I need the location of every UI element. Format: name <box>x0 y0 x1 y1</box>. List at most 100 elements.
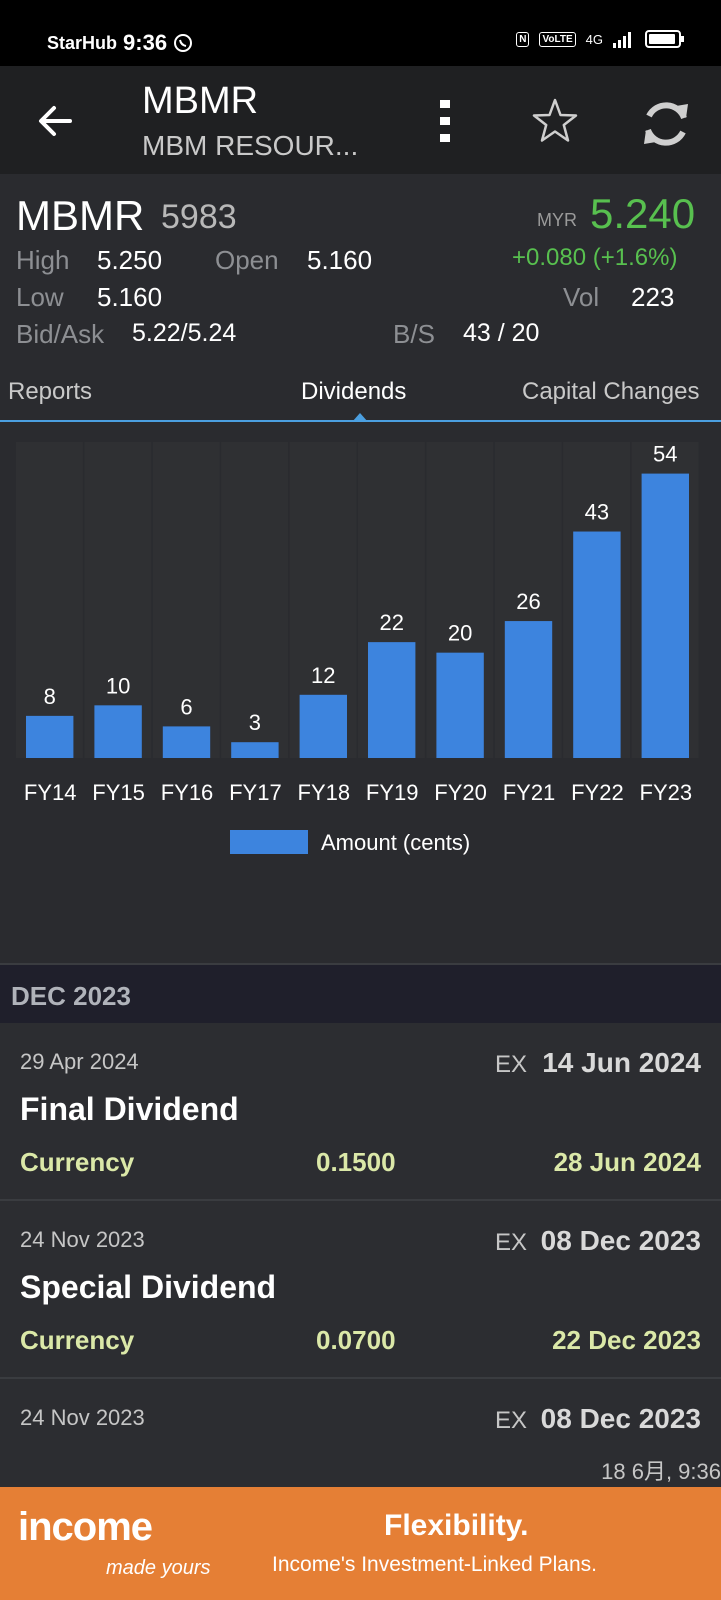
announce-date: 24 Nov 2023 <box>20 1227 145 1252</box>
ex-date: 08 Dec 2023 <box>540 1225 701 1256</box>
chart-data-label: 43 <box>585 500 609 525</box>
battery-icon <box>645 30 684 48</box>
status-bar: StarHub 9:36 N VoLTE 4G <box>0 0 721 66</box>
tab-bar: Reports Dividends Capital Changes <box>0 360 721 422</box>
chart-tick-label: FY14 <box>24 780 77 805</box>
chart-tick-label: FY16 <box>161 780 214 805</box>
chart-data-label: 12 <box>311 663 335 688</box>
ex-date: 08 Dec 2023 <box>540 1403 701 1434</box>
signal-icon <box>613 32 631 48</box>
currency-label: Currency <box>20 1325 135 1355</box>
status-left: StarHub 9:36 <box>47 30 193 56</box>
chart-tick-label: FY22 <box>571 780 624 805</box>
open-label: Open <box>215 245 279 275</box>
chart-bar <box>573 531 621 758</box>
currency-label: MYR <box>537 210 577 230</box>
chart-tick-label: FY23 <box>640 780 693 805</box>
app-bar: MBMR MBM RESOUR... <box>0 66 721 174</box>
chart-data-label: 6 <box>180 694 192 719</box>
ad-brand-logo: income <box>18 1505 153 1549</box>
update-timestamp: 18 6月, 9:36 <box>601 1459 721 1484</box>
ex-label: EX <box>495 1051 528 1078</box>
chart-bar <box>231 742 279 758</box>
chart-tick-label: FY18 <box>298 780 351 805</box>
chart-tick-label: FY15 <box>92 780 145 805</box>
dividend-chart-svg: 8 FY14 10 FY15 6 FY16 3 FY17 12 FY18 22 FY19 20 FY20 2… <box>16 442 699 855</box>
chart-bar <box>299 694 347 758</box>
open-value: 5.160 <box>307 245 373 275</box>
stock-symbol: MBMR <box>16 192 145 239</box>
more-vert-icon[interactable] <box>428 96 462 146</box>
chart-data-label: 54 <box>653 442 677 467</box>
chart-tick-label: FY20 <box>434 780 487 805</box>
dividend-amount: 0.0700 <box>316 1325 396 1355</box>
ex-date: 14 Jun 2024 <box>542 1047 701 1078</box>
chart-bar <box>26 715 74 758</box>
tab-reports[interactable]: Reports <box>8 378 93 405</box>
chart-data-label: 20 <box>448 621 472 646</box>
ad-tagline: made yours <box>106 1557 211 1579</box>
dividend-type: Special Dividend <box>20 1269 277 1305</box>
refresh-icon[interactable] <box>638 96 694 152</box>
announce-date: 29 Apr 2024 <box>20 1049 139 1074</box>
whatsapp-icon <box>174 34 193 52</box>
ex-label: EX <box>495 1407 528 1434</box>
dividend-entry[interactable]: 24 Nov 2023 EX 08 Dec 2023 Special Divid… <box>0 1201 721 1379</box>
chart-legend-label: Amount (cents) <box>321 830 470 855</box>
tab-dividends[interactable]: Dividends <box>301 378 407 405</box>
nfc-icon: N <box>516 31 530 47</box>
chart-bar <box>436 652 484 758</box>
chart-data-label: 26 <box>516 589 540 614</box>
network-type: 4G <box>585 31 603 47</box>
ad-headline: Flexibility. <box>384 1509 529 1542</box>
high-value: 5.250 <box>97 245 163 275</box>
chart-bar <box>162 726 211 758</box>
ad-banner[interactable]: income made yours Flexibility. Income's … <box>0 1487 721 1600</box>
low-label: Low <box>16 282 64 312</box>
dividend-type: Final Dividend <box>20 1091 239 1127</box>
vol-value: 223 <box>631 282 675 312</box>
ex-label: EX <box>495 1229 528 1256</box>
status-right: N VoLTE 4G <box>516 30 684 48</box>
bs-value: 43 / 20 <box>463 319 540 347</box>
chart-data-label: 22 <box>379 610 403 635</box>
back-arrow-icon[interactable] <box>30 96 80 146</box>
dividend-amount: 0.1500 <box>316 1147 396 1177</box>
dividend-chart: 8 FY14 10 FY15 6 FY16 3 FY17 12 FY18 22 FY19 20 FY20 2… <box>0 422 721 965</box>
volte-icon: VoLTE <box>539 31 576 47</box>
chart-bar <box>94 705 142 758</box>
chart-data-label: 8 <box>44 684 56 709</box>
ad-subtext: Income's Investment-Linked Plans. <box>272 1553 597 1576</box>
chart-bar <box>504 621 553 758</box>
chart-tick-label: FY21 <box>503 780 556 805</box>
chart-column-bg <box>84 442 152 758</box>
bidask-label: Bid/Ask <box>16 319 105 349</box>
chart-data-label: 10 <box>106 673 130 698</box>
chart-column-bg <box>16 442 83 758</box>
section-header: DEC 2023 <box>0 965 721 1023</box>
payment-date: 28 Jun 2024 <box>553 1147 701 1177</box>
tab-capital-changes[interactable]: Capital Changes <box>522 378 700 405</box>
carrier-name: StarHub <box>47 32 118 53</box>
page-subtitle: MBM RESOUR... <box>142 130 359 161</box>
price-change: +0.080 (+1.6%) <box>512 244 678 271</box>
chart-legend-swatch <box>230 830 308 854</box>
quote-panel: MBMR 5983 MYR 5.240 +0.080 (+1.6%) High … <box>0 174 721 360</box>
clock: 9:36 <box>123 30 168 55</box>
chart-tick-label: FY19 <box>366 780 419 805</box>
chart-column-bg <box>221 442 289 758</box>
vol-label: Vol <box>563 282 600 312</box>
chart-tick-label: FY17 <box>229 780 282 805</box>
high-label: High <box>16 245 70 275</box>
bidask-value: 5.22/5.24 <box>132 319 237 347</box>
payment-date: 22 Dec 2023 <box>552 1325 701 1355</box>
chart-data-label: 3 <box>249 710 261 735</box>
chart-bar <box>368 642 416 758</box>
last-price: 5.240 <box>590 190 696 237</box>
section-label: DEC 2023 <box>11 981 131 1011</box>
announce-date: 24 Nov 2023 <box>20 1405 145 1430</box>
dividend-entry-partial[interactable]: 24 Nov 2023 EX 08 Dec 2023 18 6月, 9:36 <box>0 1379 721 1487</box>
star-icon[interactable] <box>530 96 580 146</box>
dividend-entry[interactable]: 29 Apr 2024 EX 14 Jun 2024 Final Dividen… <box>0 1023 721 1201</box>
tab-indicator <box>352 413 368 422</box>
